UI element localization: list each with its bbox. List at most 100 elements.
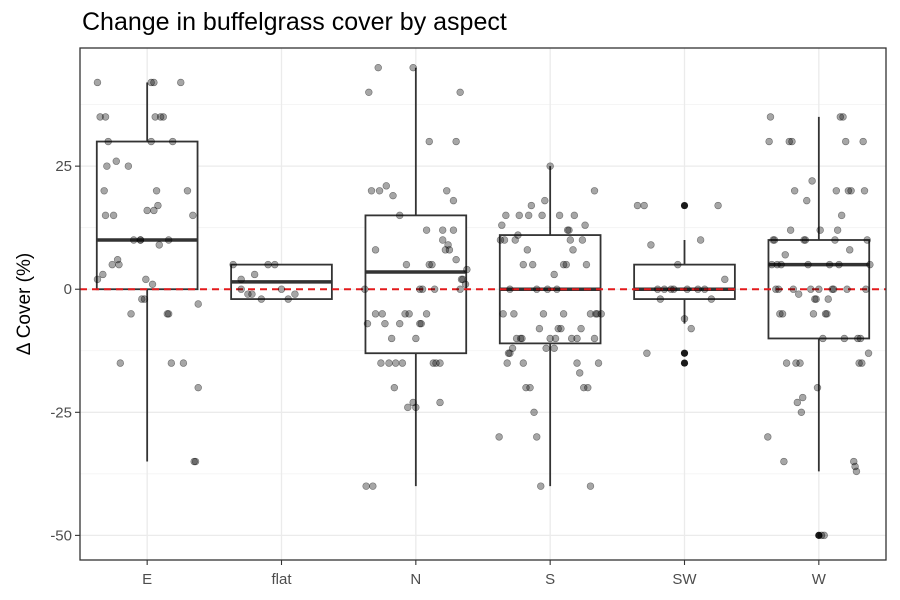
data-point <box>164 310 173 318</box>
data-point <box>796 359 804 367</box>
data-point <box>391 359 400 367</box>
x-tick-label: S <box>545 571 555 588</box>
data-point <box>389 191 397 200</box>
data-point <box>136 236 145 244</box>
data-point <box>803 196 811 205</box>
data-point <box>667 285 675 293</box>
data-point <box>449 196 458 205</box>
data-point <box>780 457 788 466</box>
data-point <box>573 359 581 367</box>
data-point <box>764 433 772 441</box>
data-point <box>136 236 145 244</box>
data-point <box>401 310 409 318</box>
data-point <box>829 285 838 293</box>
data-point <box>851 462 859 471</box>
data-point <box>382 182 390 190</box>
data-point <box>793 398 802 407</box>
data-point <box>563 226 572 234</box>
data-point <box>496 236 505 244</box>
box-N <box>364 214 468 355</box>
box-SW <box>633 263 736 300</box>
data-point <box>786 226 795 234</box>
data-point <box>550 344 558 353</box>
data-point <box>457 275 466 284</box>
data-point <box>562 260 570 269</box>
data-point <box>551 334 560 343</box>
data-point <box>578 236 587 244</box>
data-point <box>422 226 431 234</box>
data-point <box>127 310 135 318</box>
axes: -50 -25 0 25 E flat N S SW W <box>50 158 826 588</box>
data-point <box>567 334 576 343</box>
data-point <box>766 113 775 121</box>
data-point <box>428 260 436 269</box>
data-point <box>514 231 522 239</box>
x-tick-label: N <box>410 571 421 588</box>
x-tick-label: SW <box>672 571 697 588</box>
data-point <box>425 137 433 146</box>
panel-background <box>80 48 886 560</box>
data-point <box>543 285 552 293</box>
data-point <box>811 295 819 303</box>
data-point <box>653 285 662 293</box>
data-point <box>592 310 600 318</box>
data-point <box>237 275 245 284</box>
data-point <box>502 211 510 220</box>
data-point <box>244 290 252 298</box>
data-point <box>546 162 554 170</box>
data-point <box>523 246 532 254</box>
data-point <box>456 88 464 97</box>
data-point <box>660 285 669 293</box>
data-point <box>103 162 111 170</box>
data-point <box>503 359 511 367</box>
data-point <box>405 310 413 318</box>
data-point <box>539 310 548 318</box>
data-point <box>862 285 870 293</box>
data-point <box>577 324 585 333</box>
data-point <box>418 285 427 293</box>
data-point <box>108 260 116 269</box>
data-point <box>291 290 299 298</box>
data-point <box>533 285 541 293</box>
outlier-point <box>680 349 689 357</box>
data-point <box>109 211 118 220</box>
data-point <box>524 211 533 220</box>
data-point <box>593 310 601 318</box>
data-point <box>248 290 256 298</box>
data-point <box>541 196 549 205</box>
data-point <box>557 324 565 333</box>
data-point <box>456 285 464 293</box>
data-point <box>155 241 163 249</box>
data-point <box>445 246 454 254</box>
data-point <box>542 344 550 353</box>
data-point <box>828 285 836 293</box>
data-point <box>538 211 546 220</box>
data-point <box>365 88 373 97</box>
data-point <box>714 201 722 210</box>
data-point <box>194 300 202 308</box>
data-point <box>390 383 399 392</box>
data-point <box>432 359 440 367</box>
data-point <box>378 310 386 318</box>
box-E <box>95 140 199 291</box>
data-point <box>229 260 237 269</box>
data-point <box>582 260 591 269</box>
data-point <box>156 113 165 121</box>
data-point <box>409 63 417 72</box>
data-point <box>809 310 818 318</box>
data-point <box>785 137 793 146</box>
outlier-point <box>680 201 689 210</box>
data-point <box>504 349 513 357</box>
data-point <box>789 285 798 293</box>
data-point <box>843 285 851 293</box>
data-point <box>237 285 245 293</box>
data-point <box>154 201 162 210</box>
data-point <box>590 334 599 343</box>
data-point <box>858 359 866 367</box>
data-point <box>516 334 525 343</box>
data-point <box>508 344 517 353</box>
data-point <box>770 236 779 244</box>
data-point <box>825 260 834 269</box>
data-point <box>863 236 871 244</box>
data-point <box>147 78 155 87</box>
